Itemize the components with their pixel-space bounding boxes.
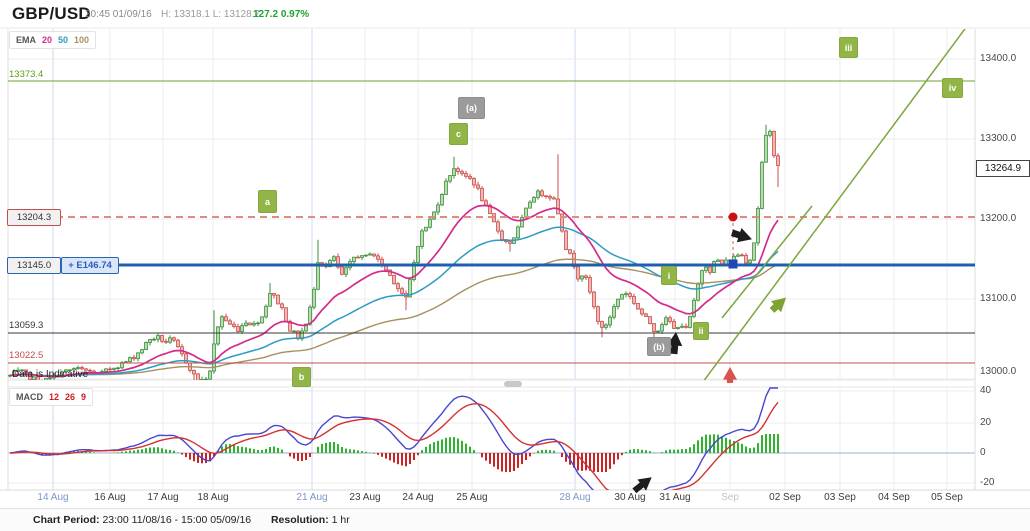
macd-signal-period: 9 (81, 392, 87, 402)
time-axis-label: 05 Sep (931, 492, 963, 503)
low-label: L: (212, 9, 222, 20)
change-points: 127.2 (253, 9, 279, 20)
quote-timestamp: 20:45 01/09/16 (85, 9, 152, 20)
ema-100-period: 100 (74, 35, 90, 45)
drawn-trendlines[interactable] (697, 14, 976, 390)
price-level-lines[interactable] (8, 80, 975, 364)
session-high-low: H: 13318.1 L: 13128.7 (161, 9, 260, 20)
time-axis-label: 23 Aug (349, 492, 381, 503)
black-arrow-up[interactable] (667, 331, 684, 355)
wave-label-c[interactable]: c (449, 123, 468, 145)
macd-signal-line (9, 401, 779, 490)
wave-label-i[interactable]: i (661, 266, 677, 285)
time-axis-label: 31 Aug (659, 492, 691, 503)
ema-50-period: 50 (58, 35, 69, 45)
pane-divider-handle[interactable] (504, 381, 522, 387)
current-price-tag: 13264.9 (976, 160, 1030, 177)
time-axis-label: 30 Aug (614, 492, 646, 503)
ema-50-line (9, 226, 779, 377)
time-axis-label: 16 Aug (94, 492, 126, 503)
wave-label-a[interactable]: (a) (458, 97, 485, 119)
time-axis-label: 24 Aug (402, 492, 434, 503)
macd-axis-tick: -20 (980, 477, 995, 488)
price-axis-tick: 13400.0 (980, 53, 1017, 64)
status-bar (0, 508, 1030, 531)
instrument-name: GBP/USD (12, 4, 91, 23)
level-label-13059[interactable]: 13059.3 (9, 320, 44, 331)
macd-line (9, 387, 778, 490)
short-trendline (721, 205, 813, 319)
blue-square-marker[interactable] (728, 259, 738, 269)
time-axis-label: 02 Sep (769, 492, 801, 503)
time-axis-label: 17 Aug (147, 492, 179, 503)
chart-period-label: Chart Period: (33, 514, 100, 526)
level-label-13022[interactable]: 13022.5 (9, 350, 44, 361)
level-label-13204[interactable]: 13204.3 (7, 209, 61, 226)
indicative-data-notice: Data is Indicative (12, 369, 89, 380)
time-axis-label: 25 Aug (456, 492, 488, 503)
wave-label-ii[interactable]: ii (693, 322, 709, 340)
wave-label-iv[interactable]: iv (942, 78, 963, 98)
ema-overlays (9, 204, 779, 378)
macd-legend[interactable]: MACD 12 26 9 (9, 388, 94, 406)
low-value: 13128.7 (223, 9, 260, 20)
chart-period-readout: Chart Period: 23:00 11/08/16 - 15:00 05/… (33, 514, 350, 526)
time-axis-label: 03 Sep (824, 492, 856, 503)
pane-borders (0, 27, 1030, 491)
ema-20-line (9, 204, 779, 378)
time-axis-label: 21 Aug (296, 492, 328, 503)
macd-legend-label: MACD (16, 392, 43, 402)
ema-100-line (10, 258, 779, 377)
time-axis-label: 28 Aug (559, 492, 591, 503)
macd-axis-tick: 0 (980, 447, 986, 458)
price-axis-tick: 13200.0 (980, 213, 1017, 224)
high-label: H: (161, 9, 171, 20)
time-axis-label: 18 Aug (197, 492, 229, 503)
level-label-13373[interactable]: 13373.4 (9, 69, 44, 80)
macd-axis-tick: 20 (980, 417, 992, 428)
time-axis-label: 14 Aug (37, 492, 69, 503)
drawn-markers[interactable] (630, 212, 791, 497)
macd-slow-period: 26 (65, 392, 76, 402)
ema-legend-label: EMA (16, 35, 36, 45)
price-axis-tick: 13300.0 (980, 133, 1017, 144)
wave-label-b[interactable]: (b) (647, 337, 671, 356)
macd-axis-tick: 40 (980, 385, 992, 396)
wave-label-a[interactable]: a (258, 190, 277, 213)
price-axis-tick: 13000.0 (980, 366, 1017, 377)
red-arrow-up[interactable] (723, 367, 737, 383)
macd-pane (9, 387, 779, 490)
gridlines (8, 29, 975, 490)
price-axis-tick: 13100.0 (980, 293, 1017, 304)
time-axis-label: Sep (721, 492, 739, 503)
change-readout: 127.2 0.97% (253, 9, 309, 20)
level-label-13145[interactable]: 13145.0 (7, 257, 61, 274)
green-arrow-ne[interactable] (767, 292, 791, 316)
position-tag[interactable]: + E146.74 (61, 257, 119, 274)
resolution-label: Resolution: (270, 514, 329, 526)
wave-label-b[interactable]: b (292, 367, 311, 387)
ema-legend[interactable]: EMA 20 50 100 (9, 31, 97, 49)
macd-fast-period: 12 (49, 392, 60, 402)
time-axis-label: 04 Sep (878, 492, 910, 503)
chart-period-value: 23:00 11/08/16 - 15:00 05/09/16 (102, 514, 252, 526)
wave-label-iii[interactable]: iii (839, 37, 858, 58)
red-dot-marker[interactable] (728, 212, 738, 222)
black-arrow-right[interactable] (730, 226, 755, 247)
black-arrow-ne-macd[interactable] (630, 472, 656, 497)
ema-20-period: 20 (42, 35, 53, 45)
resolution-value: 1 hr (331, 514, 350, 526)
projection-trendline (703, 29, 966, 380)
candlestick-series (8, 124, 780, 380)
change-percent: 0.97% (280, 9, 310, 20)
high-value: 13318.1 (173, 9, 210, 20)
